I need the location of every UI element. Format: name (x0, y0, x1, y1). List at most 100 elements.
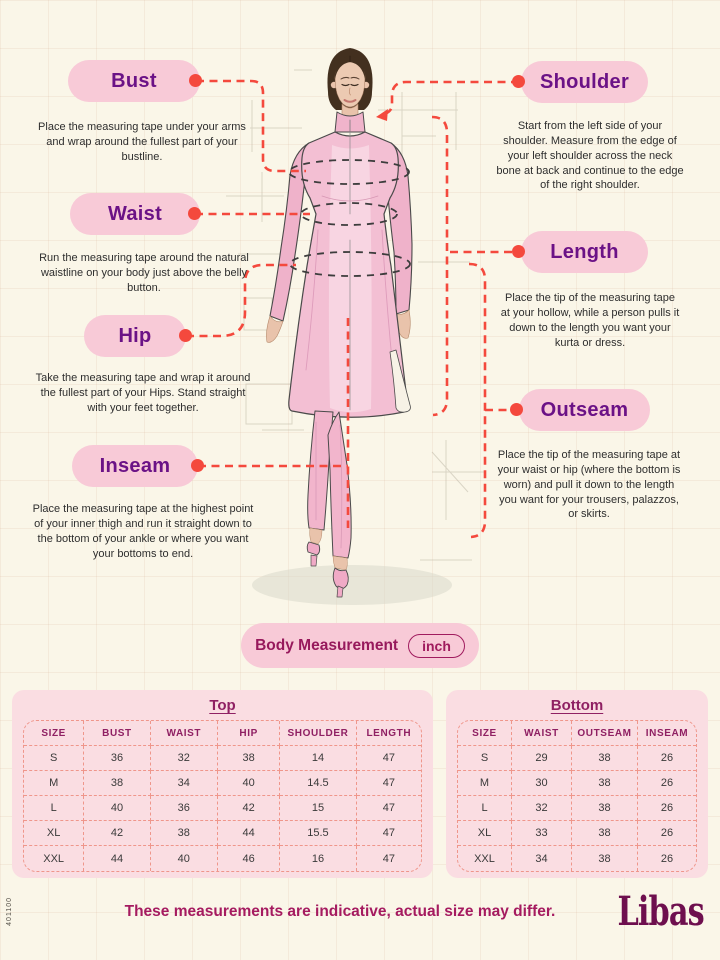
bust-dot (189, 74, 202, 87)
table-cell: 33 (512, 821, 572, 846)
inseam-connector (198, 318, 350, 528)
bottom-table-title: Bottom (550, 697, 604, 714)
table-cell: 26 (638, 796, 696, 821)
table-cell: L (458, 796, 512, 821)
col-header-inseam: INSEAM (638, 721, 696, 746)
table-cell: XXL (458, 846, 512, 871)
length-label-pill: Length (521, 231, 648, 273)
top-table-border: SIZE BUST WAIST HIP SHOULDER LENGTH S 36… (23, 720, 422, 872)
bust-description: Place the measuring tape under your arms… (38, 121, 246, 163)
table-cell: 38 (572, 796, 638, 821)
top-size-table: SIZE BUST WAIST HIP SHOULDER LENGTH S 36… (24, 721, 421, 871)
table-cell: M (458, 771, 512, 796)
col-header-length: LENGTH (356, 721, 421, 746)
table-cell: 36 (150, 796, 218, 821)
table-cell: 47 (356, 821, 421, 846)
table-cell: 38 (572, 846, 638, 871)
col-header-outseam: OUTSEAM (572, 721, 638, 746)
unit-inch-pill: inch (408, 633, 465, 658)
table-cell: 26 (638, 746, 696, 771)
bottom-size-table-panel: Bottom SIZE WAIST OUTSEAM INSEAM S 29 38… (446, 690, 708, 878)
pants-back-leg (307, 410, 334, 531)
waist-dot (188, 207, 201, 220)
body-measurement-badge: Body Measurement inch (241, 623, 479, 668)
waist-description: Run the measuring tape around the natura… (39, 252, 249, 294)
top-table-title: Top (209, 697, 236, 714)
table-cell: 16 (280, 846, 357, 871)
top-size-table-panel: Top SIZE BUST WAIST HIP SHOULDER LENGTH … (12, 690, 433, 878)
table-cell: XL (458, 821, 512, 846)
table-cell: XXL (24, 846, 85, 871)
hip-label: Hip (118, 324, 152, 347)
pants-front-leg (327, 411, 352, 559)
side-code: 401100 (6, 897, 13, 926)
table-cell: 32 (150, 746, 218, 771)
table-cell: 38 (572, 771, 638, 796)
length-dot (512, 245, 525, 258)
outseam-description: Place the tip of the measuring tape at y… (497, 449, 681, 521)
table-cell: 30 (512, 771, 572, 796)
shoulder-label-pill: Shoulder (521, 61, 648, 103)
hip-dot (179, 329, 192, 342)
table-cell: 38 (572, 746, 638, 771)
table-cell: 38 (150, 821, 218, 846)
table-cell: 40 (217, 771, 281, 796)
left-sleeve (269, 142, 310, 322)
inseam-description: Place the measuring tape at the highest … (32, 503, 254, 560)
table-cell: 40 (84, 796, 151, 821)
table-cell: 26 (638, 821, 696, 846)
table-cell: 15 (280, 796, 357, 821)
table-cell: 32 (512, 796, 572, 821)
bottom-size-table: SIZE WAIST OUTSEAM INSEAM S 29 38 26 M 3… (458, 721, 696, 871)
table-cell: 26 (638, 771, 696, 796)
col-header-hip: HIP (217, 721, 281, 746)
table-cell: 38 (572, 821, 638, 846)
sketch-lines (226, 69, 486, 561)
floor-shadow (252, 565, 452, 605)
back-shoe (306, 541, 321, 556)
table-cell: M (24, 771, 85, 796)
shoulder-description: Start from the left side of your shoulde… (496, 120, 684, 192)
table-cell: 38 (84, 771, 151, 796)
table-cell: 47 (356, 771, 421, 796)
table-cell: 42 (217, 796, 281, 821)
shoulder-dot (512, 75, 525, 88)
table-cell: 14 (280, 746, 357, 771)
waist-label-pill: Waist (70, 193, 200, 235)
shoulder-label: Shoulder (539, 70, 630, 93)
right-sleeve (384, 142, 413, 315)
table-cell: XL (24, 821, 85, 846)
col-header-size: SIZE (24, 721, 85, 746)
col-header-shoulder: SHOULDER (280, 721, 357, 746)
col-header-size: SIZE (458, 721, 512, 746)
table-cell: S (458, 746, 512, 771)
col-header-waist: WAIST (512, 721, 572, 746)
table-cell: 36 (84, 746, 151, 771)
table-cell: 15.5 (280, 821, 357, 846)
table-cell: 34 (150, 771, 218, 796)
bust-label: Bust (111, 69, 157, 92)
bust-label-pill: Bust (68, 60, 200, 102)
waist-label: Waist (107, 202, 163, 225)
inseam-dot (191, 459, 204, 472)
length-label: Length (550, 240, 619, 263)
table-cell: 34 (512, 846, 572, 871)
measurement-ellipses (288, 159, 411, 277)
table-cell: 46 (218, 846, 281, 871)
table-cell: 47 (356, 746, 421, 771)
fashion-figure (266, 48, 413, 598)
inseam-label-pill: Inseam (72, 445, 198, 487)
table-cell: 44 (84, 846, 151, 871)
bottom-table-border: SIZE WAIST OUTSEAM INSEAM S 29 38 26 M 3… (457, 720, 697, 872)
length-description: Place the tip of the measuring tape at y… (500, 292, 680, 349)
kurta (288, 131, 409, 418)
table-cell: S (24, 746, 85, 771)
col-header-waist: WAIST (150, 721, 218, 746)
inseam-label: Inseam (99, 454, 171, 477)
outseam-label-pill: Outseam (519, 389, 650, 431)
shoulder-arrowhead (376, 109, 388, 121)
footer-note: These measurements are indicative, actua… (124, 903, 556, 920)
body-measurement-label: Body Measurement (255, 636, 399, 654)
table-cell: 38 (217, 746, 281, 771)
